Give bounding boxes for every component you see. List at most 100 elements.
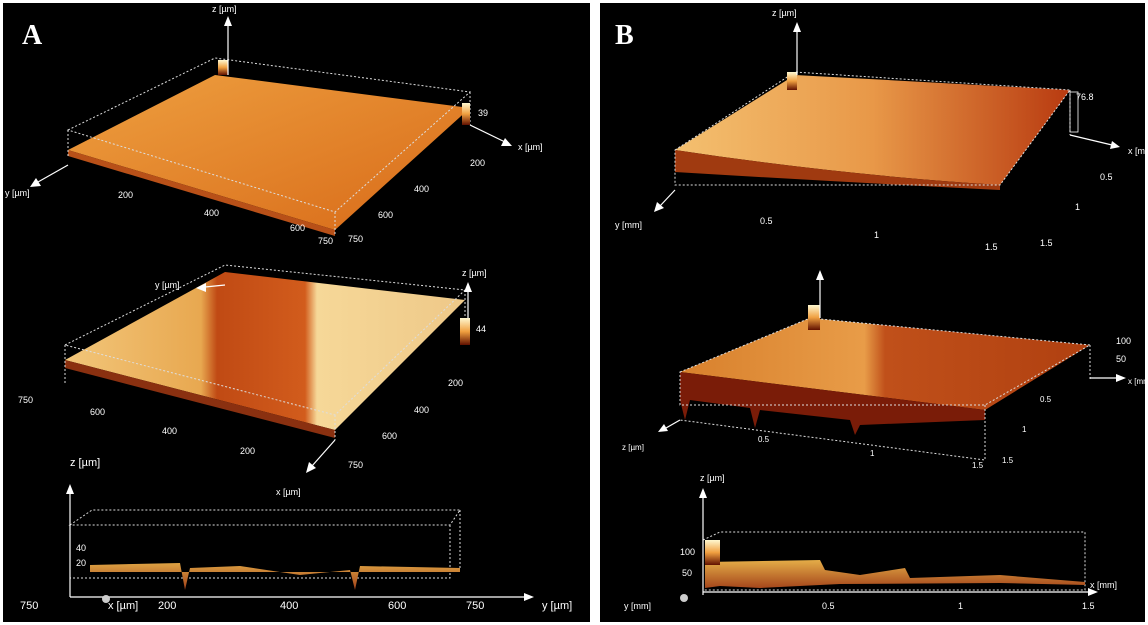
surface-edge [68,150,335,236]
front-tick: 400 [204,208,219,218]
z-label: z [µm] [70,457,100,469]
y-label: y [mm] [615,220,642,230]
arrow-head [658,424,668,432]
bounding-box [679,317,1092,461]
x-axis [1069,134,1113,146]
side-tick: 400 [414,405,429,415]
front-tick: 600 [388,600,406,612]
side-tick: 200 [470,158,485,168]
front-tick: 1.5 [972,461,984,470]
x-label: x [mm] [1090,580,1117,590]
x-label: x [mm] [1128,146,1148,156]
y-label: y [µm] [542,600,572,612]
y-axis [659,189,676,207]
arrow-head [699,488,707,498]
scale-tick: 50 [1116,354,1126,364]
side-tick: 1 [1022,425,1027,434]
front-tick: 0.5 [758,435,770,444]
z-label: z [µm] [700,473,725,483]
surface [675,75,1070,185]
scale-bar [462,103,470,125]
y-label: y [mm] [624,601,651,611]
scale-tick: 76.8 [1076,92,1094,102]
front-tick: 0.5 [822,601,835,611]
front-tick: 750 [20,600,38,612]
scale-tick: 39 [478,108,488,118]
x-axis [469,124,506,143]
origin-marker [102,595,110,603]
side-tick: 600 [382,431,397,441]
profile [705,560,1085,588]
front-tick: 0.5 [760,216,773,226]
scale-tick: 44 [476,324,486,334]
arrow-head [1116,374,1126,382]
front-tick: 200 [118,190,133,200]
side-tick: 0.5 [1100,172,1113,182]
y-axis [204,284,226,288]
arrow-head [66,484,74,494]
front-tick: 400 [280,600,298,612]
color-bar [705,540,720,565]
side-tick: 400 [414,184,429,194]
color-bar [787,72,797,90]
front-tick: 750 [318,236,333,246]
arrow-head [1088,588,1098,596]
x-label: x [µm] [108,600,138,612]
color-bar [218,60,228,75]
bounding-box [66,57,472,236]
view-a-top: z [µm] 39 x [µm] y [µm] 200 400 600 750 … [5,4,543,246]
y-label: z [µm] [622,443,644,452]
side-tick: 750 [348,234,363,244]
origin-marker [680,594,688,602]
front-tick: 1 [958,601,963,611]
bounding-box [68,509,461,580]
color-bar [808,305,820,330]
scale-tick: 100 [680,547,695,557]
x-label: x [mm] [1128,377,1148,386]
z-label: z [µm] [772,8,797,18]
front-tick: 1.5 [1082,601,1095,611]
surface [680,318,1090,410]
y-axis [37,164,69,183]
front-tick: 1 [870,449,875,458]
surface [65,272,465,430]
front-tick: 750 [18,395,33,405]
view-a-bottom: z [µm] 40 20 750 x [µm] 200 400 600 750 … [20,457,572,612]
y-label: y [µm] [155,280,180,290]
view-a-middle: y [µm] z [µm] 44 x [µm] 750 600 400 200 … [18,264,487,497]
front-tick: 1.5 [985,242,998,252]
arrow-head [30,178,41,187]
y-label: y [µm] [5,188,30,198]
arrow-head [524,593,534,601]
scale-tick: 50 [682,568,692,578]
front-tick: 600 [290,223,305,233]
front-tick: 200 [240,446,255,456]
side-tick: 1.5 [1002,456,1014,465]
side-tick: 750 [348,460,363,470]
y-axis [665,419,681,429]
surface-edge [680,372,985,435]
profile [90,563,460,590]
panel-label: B [615,20,634,51]
scale-bar [1069,91,1079,133]
view-b-middle: 100 50 x [mm] z [µm] 0.5 1 1.5 0.5 1 1.5 [622,270,1148,470]
x-axis [311,439,336,467]
side-tick: 1.5 [1040,238,1053,248]
arrow-head [816,270,824,280]
view-b-top: z [µm] 76.8 x [mm] y [mm] 0.5 1 1.5 0.5 … [615,8,1148,252]
x-label: x [µm] [276,487,301,497]
z-label: z [µm] [462,268,487,278]
arrow-head [306,462,316,473]
front-tick: 400 [162,426,177,436]
surface-edge [675,150,1000,190]
z-label: z [µm] [212,4,237,14]
surface [68,75,470,230]
surface-edge [65,360,335,438]
arrow-head [464,282,472,292]
x-label: x [µm] [518,142,543,152]
view-b-bottom: z [µm] 100 50 y [mm] 0.5 1 1.5 x [mm] [624,473,1117,611]
front-tick: 1 [874,230,879,240]
panel-label: A [22,20,43,51]
scale-bar [460,318,470,345]
